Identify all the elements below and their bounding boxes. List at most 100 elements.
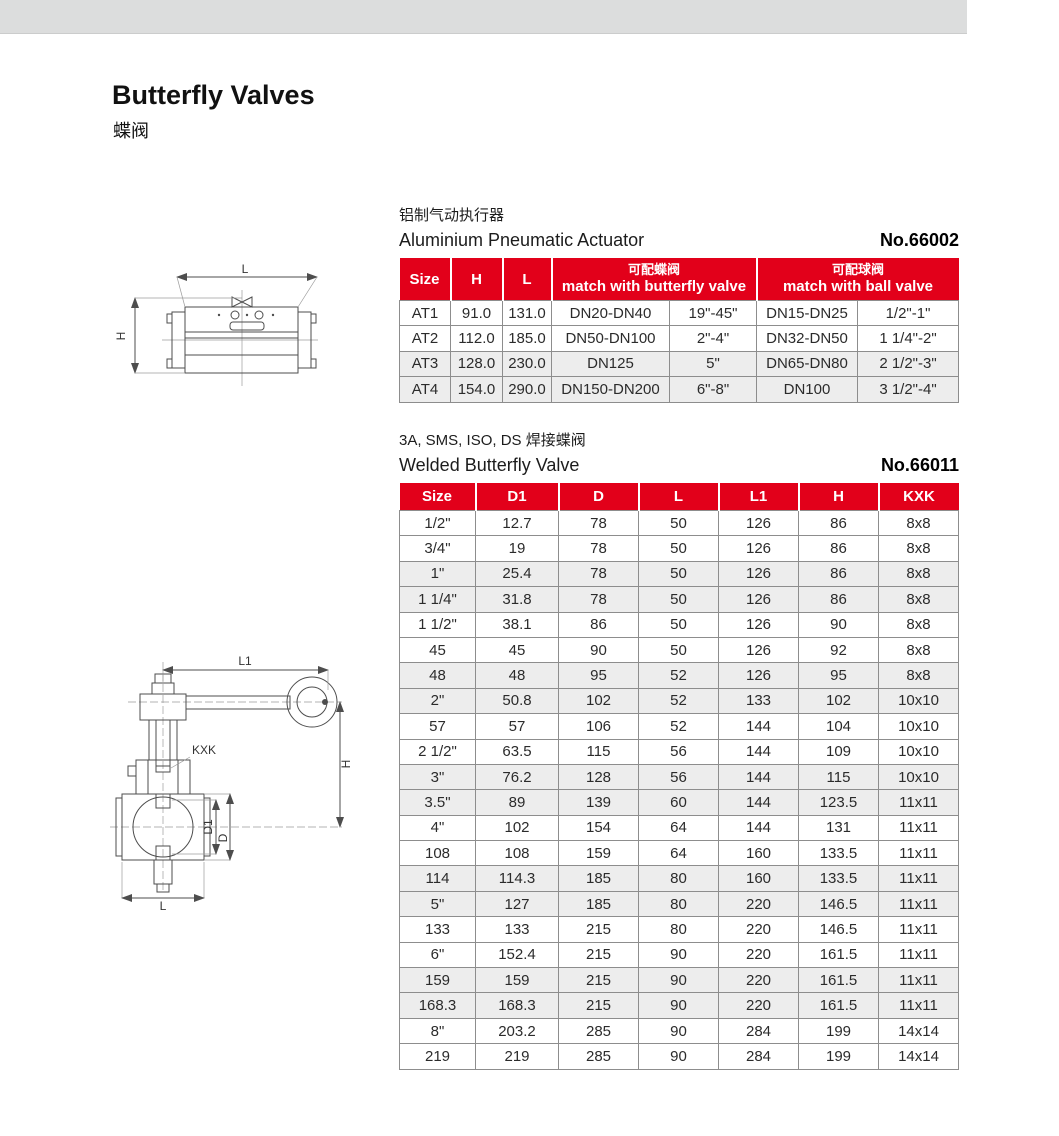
- table-row: 1" 25.4 78 50 126 86 8x8: [399, 560, 959, 588]
- table-cell: 50: [638, 560, 719, 588]
- table-cell: 123.5: [798, 789, 879, 816]
- table-row: 57 57 106 52 144 104 10x10: [399, 713, 959, 740]
- table-cell: 127: [475, 890, 559, 918]
- table-row: 219 219 285 90 284 199 14x14: [399, 1043, 959, 1070]
- table-cell: 50: [638, 586, 719, 613]
- table-cell: 146.5: [798, 890, 879, 918]
- table-cell: 11x11: [878, 840, 959, 867]
- actuator-heading-zh: 铝制气动执行器: [399, 207, 505, 224]
- column-header: H: [797, 483, 879, 511]
- table-cell: 48: [399, 662, 476, 689]
- table-cell: 52: [638, 687, 719, 715]
- table-cell: 90: [798, 611, 879, 638]
- table-cell: 133: [475, 916, 559, 943]
- table-cell: 4": [399, 814, 476, 842]
- column-header: KXK: [877, 483, 959, 511]
- table-cell: 64: [638, 814, 719, 842]
- table-cell: 10x10: [878, 763, 959, 791]
- table-row: 4" 102 154 64 144 131 11x11: [399, 814, 959, 842]
- table-cell: 133: [718, 687, 799, 715]
- table-cell: 60: [638, 789, 719, 816]
- table-cell: DN20-DN40: [551, 299, 670, 327]
- table-cell: 1/2"-1": [857, 299, 959, 327]
- actuator-part-no: No.66002: [879, 230, 959, 250]
- table-row: 6" 152.4 215 90 220 161.5 11x11: [399, 941, 959, 969]
- table-cell: 108: [475, 840, 559, 867]
- table-cell: 144: [718, 789, 799, 816]
- table-cell: 25.4: [475, 560, 559, 588]
- table-cell: 1 1/4"-2": [857, 325, 959, 352]
- table-cell: 144: [718, 738, 799, 765]
- table-cell: 8x8: [878, 611, 959, 638]
- table-cell: 199: [798, 1043, 879, 1070]
- table-cell: 126: [718, 586, 799, 613]
- table-cell: 10x10: [878, 687, 959, 715]
- table-cell: 86: [558, 611, 639, 638]
- table-row: 8" 203.2 285 90 284 199 14x14: [399, 1017, 959, 1045]
- table-cell: 161.5: [798, 967, 879, 994]
- table-cell: 90: [558, 636, 639, 664]
- table-cell: 131: [798, 814, 879, 842]
- table-cell: 90: [638, 1043, 719, 1070]
- column-header: L: [501, 258, 552, 301]
- table-cell: 144: [718, 713, 799, 740]
- table-row: 45 45 90 50 126 92 8x8: [399, 636, 959, 664]
- table-cell: 11x11: [878, 967, 959, 994]
- table-cell: 50: [638, 535, 719, 562]
- column-header: H: [449, 258, 503, 301]
- table-cell: 290.0: [502, 376, 552, 403]
- table-cell: 102: [475, 814, 559, 842]
- welded-valve-section: 3A, SMS, ISO, DS 焊接蝶阀 Welded Butterfly V…: [399, 430, 959, 1070]
- table-cell: DN125: [551, 350, 670, 378]
- table-cell: DN15-DN25: [756, 299, 858, 327]
- table-cell: 203.2: [475, 1017, 559, 1045]
- table-cell: 57: [475, 713, 559, 740]
- welded-valve-table: Size D1 D L L1 H KXK 1/2" 12.7 78 50 126 86 8x8 3/4" 19…: [399, 483, 959, 1070]
- table-cell: 50: [638, 509, 719, 537]
- actuator-heading-en: Aluminium Pneumatic Actuator: [399, 230, 645, 250]
- page-title: Butterfly Valves: [112, 80, 315, 110]
- table-cell: 89: [475, 789, 559, 816]
- table-cell: 90: [638, 941, 719, 969]
- table-cell: 50: [638, 636, 719, 664]
- table-cell: 220: [718, 992, 799, 1019]
- table-row: 2 1/2" 63.5 115 56 144 109 10x10: [399, 738, 959, 765]
- table-cell: 114: [399, 865, 476, 892]
- table-row: AT1 91.0 131.0 DN20-DN40 19"-45" DN15-DN25 1/2…: [399, 299, 959, 327]
- table-cell: 215: [558, 967, 639, 994]
- table-cell: 220: [718, 890, 799, 918]
- table-cell: 114.3: [475, 865, 559, 892]
- table-cell: 126: [718, 535, 799, 562]
- table-cell: 11x11: [878, 941, 959, 969]
- table-row: AT3 128.0 230.0 DN125 5" DN65-DN80 2 1/2"-3": [399, 350, 959, 378]
- actuator-drawing-svg: L H: [114, 264, 318, 386]
- table-cell: 152.4: [475, 941, 559, 969]
- table-cell: 64: [638, 840, 719, 867]
- table-cell: 6": [399, 941, 476, 969]
- table-cell: 154: [558, 814, 639, 842]
- table-cell: 86: [798, 509, 879, 537]
- table-cell: 128.0: [450, 350, 503, 378]
- table-cell: 86: [798, 586, 879, 613]
- table-cell: 50.8: [475, 687, 559, 715]
- table-cell: 185.0: [502, 325, 552, 352]
- table-row: 1/2" 12.7 78 50 126 86 8x8: [399, 509, 959, 537]
- table-row: 3.5" 89 139 60 144 123.5 11x11: [399, 789, 959, 816]
- table-cell: 106: [558, 713, 639, 740]
- table-cell: 128: [558, 763, 639, 791]
- table-cell: 6"-8": [669, 376, 757, 403]
- table-cell: 102: [558, 687, 639, 715]
- table-cell: 52: [638, 713, 719, 740]
- dim-label-l: L: [242, 264, 249, 276]
- table-cell: 3.5": [399, 789, 476, 816]
- table-cell: 219: [475, 1043, 559, 1070]
- table-cell: 284: [718, 1043, 799, 1070]
- table-row: 3/4" 19 78 50 126 86 8x8: [399, 535, 959, 562]
- table-cell: 48: [475, 662, 559, 689]
- table-row: 48 48 95 52 126 95 8x8: [399, 662, 959, 689]
- dim-label-l1: L1: [238, 654, 252, 668]
- table-cell: 220: [718, 941, 799, 969]
- table-cell: 1/2": [399, 509, 476, 537]
- table-cell: 11x11: [878, 865, 959, 892]
- table-cell: 144: [718, 763, 799, 791]
